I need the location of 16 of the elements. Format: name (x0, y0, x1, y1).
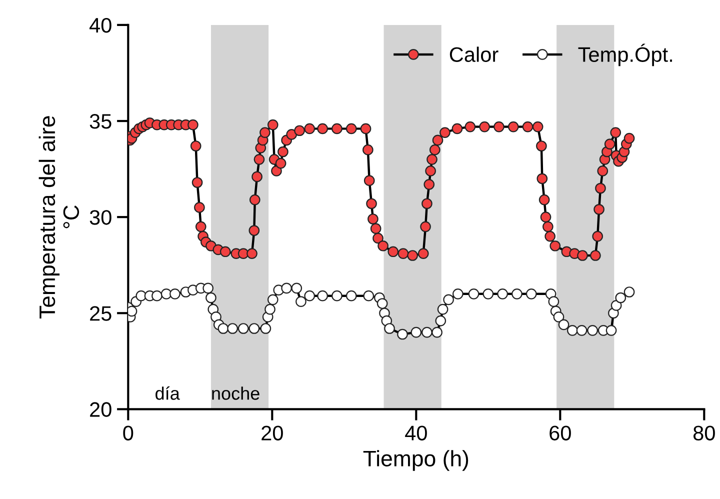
annotation: día (156, 386, 180, 400)
band-label: noche (212, 386, 260, 400)
legend-label: Temp.Ópt. (578, 44, 672, 66)
y-tick-label: 30 (90, 210, 112, 225)
y-tick-label: 25 (90, 306, 112, 321)
x-tick-label: 0 (123, 426, 134, 440)
y-tick-label: 35 (90, 114, 112, 129)
y-tick-label: 40 (89, 18, 112, 33)
x-axis-title: Tiempo (h) (363, 450, 468, 471)
legend-label: Calor (450, 46, 498, 62)
x-tick-label: 80 (693, 426, 715, 440)
x-tick-label: 60 (550, 426, 571, 440)
y-axis-title: Temperatura del aire °C (38, 116, 80, 318)
x-tick-label: 40 (405, 426, 427, 440)
x-tick-label: 20 (262, 426, 283, 440)
y-tick-label: 20 (90, 402, 112, 417)
